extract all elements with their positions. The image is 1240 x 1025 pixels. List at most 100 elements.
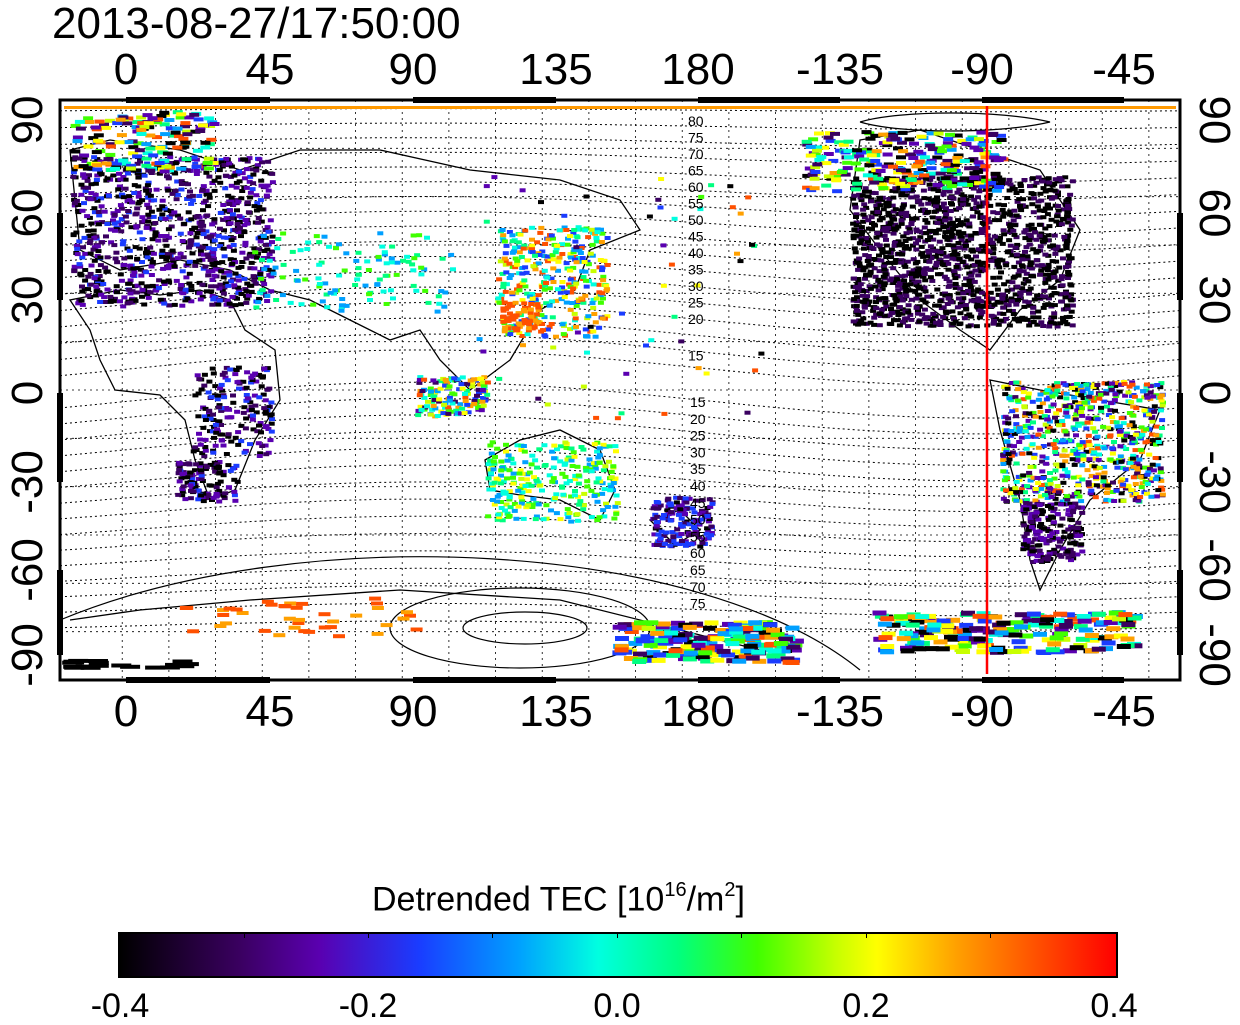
tec-pixel	[874, 236, 880, 240]
tec-pixel	[1064, 322, 1070, 326]
tec-pixel	[186, 210, 192, 214]
tec-pixel	[110, 167, 120, 171]
tec-pixel	[494, 447, 500, 451]
tec-pixel	[1115, 425, 1121, 429]
tec-pixel	[1067, 541, 1073, 545]
tec-pixel	[888, 307, 894, 311]
tec-pixel	[877, 323, 883, 327]
tec-pixel	[940, 315, 946, 319]
tec-pixel	[227, 368, 233, 372]
tec-pixel	[503, 290, 509, 294]
tec-pixel	[170, 192, 176, 196]
tec-pixel	[176, 112, 186, 116]
tec-pixel	[1069, 505, 1075, 509]
tec-pixel	[563, 228, 569, 232]
tec-pixel	[1006, 452, 1012, 456]
tec-pixel	[679, 517, 685, 521]
tec-pixel	[560, 493, 566, 497]
tec-pixel	[812, 149, 822, 153]
tec-pixel	[534, 312, 540, 316]
tec-pixel	[980, 305, 986, 309]
tec-pixel	[1012, 223, 1018, 227]
tec-pixel	[464, 403, 470, 407]
tec-pixel	[587, 457, 593, 461]
tec-pixel	[1038, 393, 1044, 397]
tec-pixel	[863, 186, 869, 190]
tec-pixel	[131, 191, 137, 195]
tec-pixel	[922, 226, 928, 230]
tec-pixel	[1109, 382, 1115, 386]
tec-pixel	[501, 282, 507, 286]
tec-pixel	[226, 273, 232, 277]
tec-pixel	[1086, 434, 1092, 438]
tec-pixel	[588, 252, 594, 256]
tec-pixel	[928, 147, 938, 151]
tec-pixel	[908, 156, 918, 160]
tec-pixel	[85, 275, 91, 279]
tec-pixel	[1051, 275, 1057, 279]
tec-pixel	[180, 121, 190, 125]
tec-pixel	[1014, 191, 1020, 195]
tec-pixel	[510, 482, 516, 486]
tec-pixel	[236, 170, 242, 174]
tec-pixel	[1130, 437, 1136, 441]
tec-pixel	[194, 117, 204, 121]
tec-pixel	[495, 513, 501, 517]
tec-pixel	[992, 303, 998, 307]
tec-pixel	[190, 198, 196, 202]
tec-pixel	[1036, 398, 1042, 402]
tec-pixel	[931, 210, 937, 214]
tec-pixel	[1048, 320, 1054, 324]
tec-pixel	[1079, 414, 1085, 418]
tec-pixel	[235, 480, 241, 484]
tec-pixel	[1065, 264, 1071, 268]
tec-pixel	[463, 399, 469, 403]
tec-pixel	[1100, 425, 1106, 429]
tec-pixel	[876, 254, 882, 258]
tec-pixel	[1159, 418, 1165, 422]
tec-pixel	[898, 261, 904, 265]
tec-pixel	[488, 471, 494, 475]
tec-pixel	[924, 322, 930, 326]
tec-pixel	[144, 121, 154, 125]
tec-pixel	[431, 404, 437, 408]
tec-pixel	[969, 299, 975, 303]
tec-pixel	[668, 502, 674, 506]
tec-pixel	[1045, 203, 1051, 207]
tec-pixel	[655, 501, 661, 505]
tec-pixel	[877, 196, 883, 200]
tec-pixel	[573, 316, 579, 320]
tec-pixel	[79, 224, 85, 228]
tec-pixel	[532, 325, 538, 329]
tec-pixel	[529, 244, 535, 248]
tec-pixel	[594, 518, 600, 522]
tec-pixel	[215, 394, 221, 398]
tec-pixel	[544, 276, 550, 280]
tec-pixel	[896, 155, 906, 159]
tec-pixel	[1075, 534, 1081, 538]
tec-pixel	[1098, 393, 1104, 397]
tec-pixel	[889, 178, 899, 182]
tec-pixel	[190, 251, 196, 255]
tec-pixel	[990, 241, 996, 245]
tec-pixel	[1026, 300, 1032, 304]
tec-pixel	[207, 196, 213, 200]
tec-pixel	[862, 130, 872, 134]
tec-pixel	[184, 296, 190, 300]
tec-pixel	[238, 265, 244, 269]
tec-pixel	[266, 230, 272, 234]
tec-pixel	[232, 228, 238, 232]
tec-pixel	[451, 376, 457, 380]
tec-pixel	[1019, 257, 1025, 261]
tec-pixel	[217, 168, 223, 172]
tec-pixel	[530, 264, 536, 268]
tec-pixel	[585, 314, 591, 318]
tec-pixel	[198, 297, 204, 301]
tec-pixel	[947, 168, 957, 172]
tec-pixel	[879, 247, 885, 251]
tec-pixel	[118, 272, 124, 276]
tec-pixel	[1151, 468, 1157, 472]
tec-pixel	[1035, 433, 1041, 437]
tec-pixel	[873, 306, 879, 310]
tec-pixel	[166, 141, 176, 145]
